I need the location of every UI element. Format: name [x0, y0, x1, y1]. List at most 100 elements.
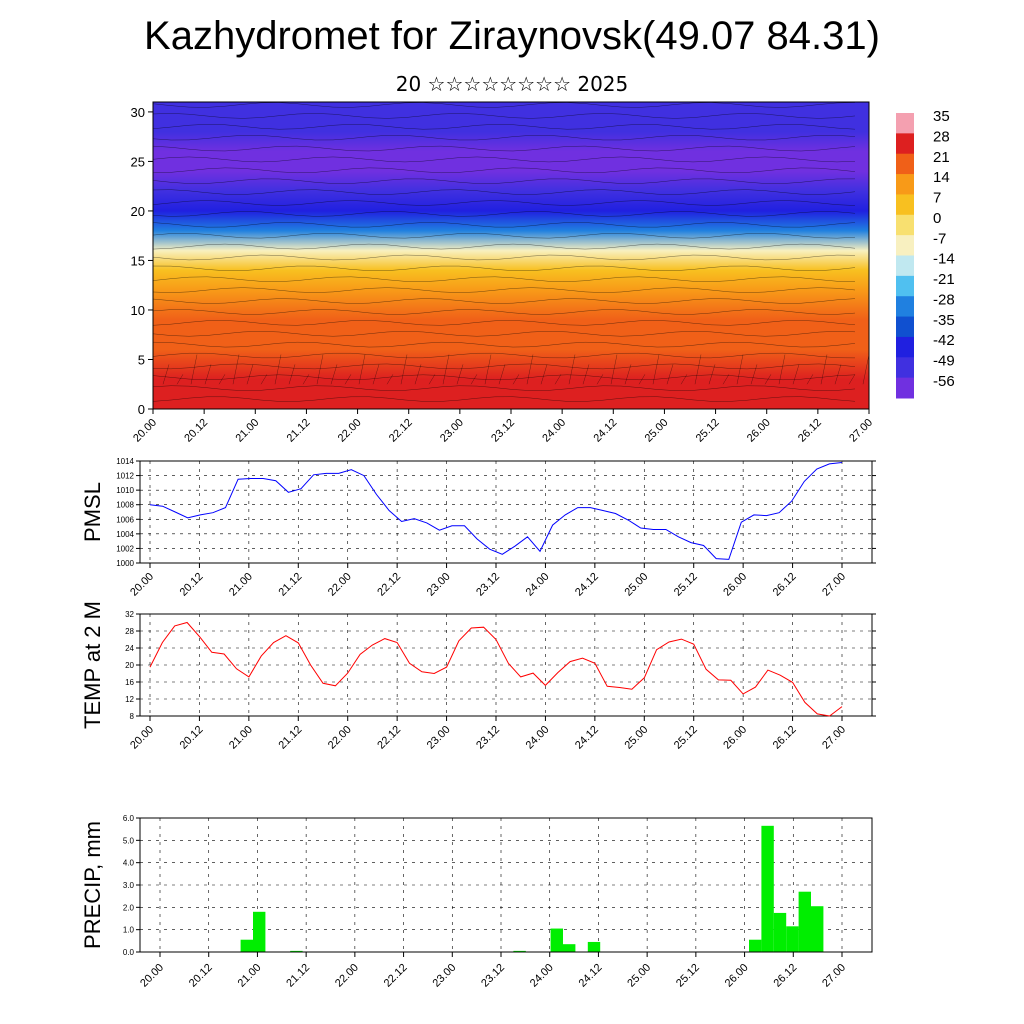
temp-xtick-label: 25.00	[622, 724, 650, 752]
temp-xtick-label: 24.12	[573, 724, 601, 752]
heatmap-xtick-label: 21.00	[233, 417, 261, 445]
precip-xtick-label: 21.12	[284, 962, 312, 990]
wind-barb	[862, 354, 870, 385]
wind-barb	[792, 364, 800, 385]
wind-streak-line	[152, 156, 856, 163]
temp-ytick-label: 28	[125, 627, 134, 636]
precip-bar	[253, 911, 266, 952]
colorbar-label: 7	[933, 190, 941, 207]
precip-ytick-label: 1.0	[123, 926, 135, 935]
wind-barb	[428, 374, 436, 385]
wind-barb	[708, 364, 716, 385]
wind-barb	[456, 364, 464, 385]
pmsl-ytick-label: 1006	[116, 515, 134, 524]
pmsl-xtick-label: 23.00	[425, 571, 453, 599]
wind-barb	[680, 374, 688, 385]
colorbar-swatch	[896, 174, 914, 195]
wind-barb	[694, 354, 702, 385]
precip-xtick-label: 22.12	[382, 962, 410, 990]
heatmap-xtick-label: 26.12	[796, 417, 824, 445]
precip-xtick-label: 26.00	[723, 962, 751, 990]
heatmap-xtick-label: 24.00	[540, 417, 568, 445]
temp-xtick-label: 20.00	[128, 724, 156, 752]
temp-xtick-label: 26.12	[771, 724, 799, 752]
precip-xtick-label: 27.00	[820, 962, 848, 990]
wind-barb	[176, 374, 184, 385]
pmsl-frame	[139, 460, 873, 564]
precip-bar	[240, 939, 253, 952]
colorbar-swatch	[896, 357, 914, 379]
wind-barb	[848, 374, 856, 385]
heatmap-xtick-label: 27.00	[847, 417, 875, 445]
precip-ytick-label: 0.0	[123, 948, 135, 957]
colorbar-label: 14	[933, 169, 950, 186]
pmsl-chart: 1000 1002 1004 1006 1008 1010 1012 1014 20.00 20.…	[80, 457, 876, 599]
heatmap-ytick-label: 0	[138, 402, 145, 417]
heatmap-xtick-label: 20.00	[131, 417, 159, 445]
heatmap-ytick-label: 5	[138, 352, 145, 367]
temp-xtick-label: 22.12	[375, 724, 403, 752]
wind-barb	[568, 354, 576, 385]
colorbar-swatch	[896, 194, 914, 216]
heatmap-ytick-label: 30	[131, 105, 145, 120]
heatmap-ytick-label: 10	[131, 303, 145, 318]
wind-barb	[806, 374, 814, 385]
wind-barb	[232, 354, 240, 385]
wind-streak-line	[152, 200, 856, 206]
wind-barb	[162, 364, 170, 385]
temp-xtick-label: 20.12	[178, 724, 206, 752]
pmsl-ytick-label: 1010	[116, 486, 134, 495]
wind-barb	[652, 354, 660, 385]
wind-barb	[190, 354, 198, 385]
temp-ytick-label: 12	[125, 695, 134, 704]
page-subtitle: 20 ☆☆☆☆☆☆☆☆ 2025	[395, 72, 629, 96]
heatmap-xtick-label: 25.12	[694, 417, 722, 445]
colorbar-swatch	[896, 377, 914, 399]
precip-ytick-label: 4.0	[123, 859, 135, 868]
precip-xtick-label: 25.12	[674, 962, 702, 990]
wind-barb	[764, 374, 772, 385]
wind-streak-line	[152, 102, 856, 108]
pmsl-xtick-label: 21.12	[276, 571, 304, 599]
precip-xtick-label: 20.12	[187, 962, 215, 990]
precip-frame	[139, 817, 873, 953]
wind-streak-line	[152, 167, 856, 174]
pmsl-xtick-label: 21.00	[227, 571, 255, 599]
colorbar-label: 28	[933, 128, 950, 145]
heatmap-xtick-label: 22.00	[336, 417, 364, 445]
wind-barb	[442, 354, 450, 385]
temp-xtick-label: 23.12	[474, 724, 502, 752]
precip-ytick-label: 5.0	[123, 836, 135, 845]
wind-streak-line	[152, 396, 856, 402]
temp-xtick-label: 24.00	[524, 724, 552, 752]
heatmap-xtick-label: 23.12	[489, 417, 517, 445]
wind-barb	[372, 364, 380, 385]
temp-ytick-label: 24	[125, 644, 134, 653]
temp-ytick-label: 32	[125, 610, 134, 619]
wind-streak-line	[152, 135, 856, 141]
wind-streak-line	[152, 211, 856, 217]
pmsl-xtick-label: 20.12	[178, 571, 206, 599]
colorbar-label: -42	[933, 332, 955, 349]
colorbar-swatch	[896, 275, 914, 297]
heatmap-xtick-label: 21.12	[285, 417, 313, 445]
wind-streak-line	[152, 309, 856, 315]
wind-barb	[540, 364, 548, 385]
colorbar-label: -35	[933, 312, 955, 329]
pmsl-ytick-label: 1008	[116, 501, 134, 510]
pmsl-ytick-label: 1002	[116, 544, 134, 553]
colorbar-label: 0	[933, 210, 941, 227]
wind-barb	[666, 364, 674, 385]
colorbar-swatch	[896, 214, 914, 236]
wind-barb	[526, 354, 534, 385]
colorbar-swatch	[896, 316, 914, 338]
colorbar-label: 21	[933, 149, 950, 166]
wind-streak-line	[152, 352, 856, 359]
temp-ytick-label: 20	[125, 661, 134, 670]
wind-streak-line	[152, 124, 856, 130]
wind-barb	[834, 364, 842, 385]
wind-streak-line	[152, 374, 856, 381]
wind-barb	[386, 374, 394, 385]
wind-barb	[638, 374, 646, 385]
wind-barb	[246, 364, 254, 385]
